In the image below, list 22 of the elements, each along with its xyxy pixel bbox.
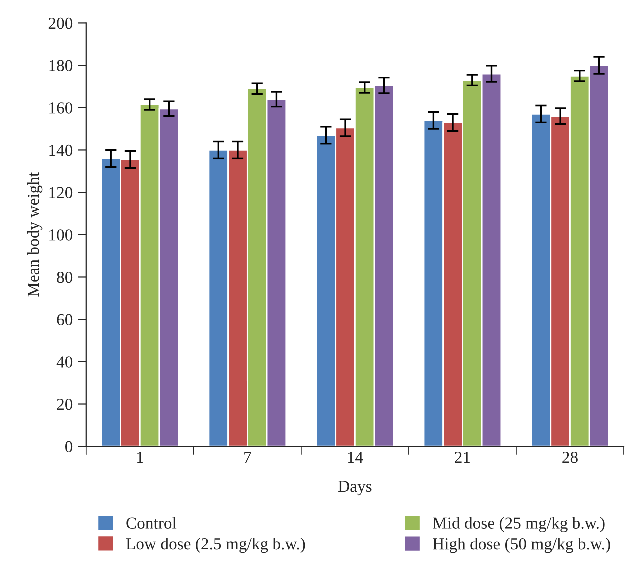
y-tick-label: 120 [50, 187, 73, 199]
x-tick-label: 1 [137, 452, 144, 464]
y-tick-label: 20 [57, 398, 73, 410]
y-axis-title: Mean body weight [27, 172, 43, 297]
y-tick-label: 100 [50, 230, 73, 241]
x-axis-title: Days [338, 481, 372, 496]
y-tick-label: 60 [57, 314, 73, 326]
y-tick-label: 80 [57, 272, 73, 284]
y-tick-label: 40 [56, 356, 73, 368]
y-tick-label: 200 [48, 18, 73, 30]
x-tick-label: 21 [455, 452, 470, 464]
legend-label: Mid dose (25 mg/kg b.w.) [433, 517, 605, 532]
legend-label: Low dose (2.5 mg/kg b.w.) [126, 538, 306, 554]
y-tick-label: 160 [50, 102, 73, 114]
y-tick-label: 0 [66, 441, 73, 453]
x-tick-label: 28 [562, 452, 578, 464]
legend-label: Control [126, 517, 177, 529]
legend-label: High dose (50 mg/kg b.w.) [433, 538, 610, 554]
y-tick-label: 180 [50, 60, 73, 72]
x-tick-label: 14 [348, 452, 364, 464]
x-tick-label: 7 [244, 452, 252, 464]
y-tick-label: 140 [50, 144, 73, 156]
